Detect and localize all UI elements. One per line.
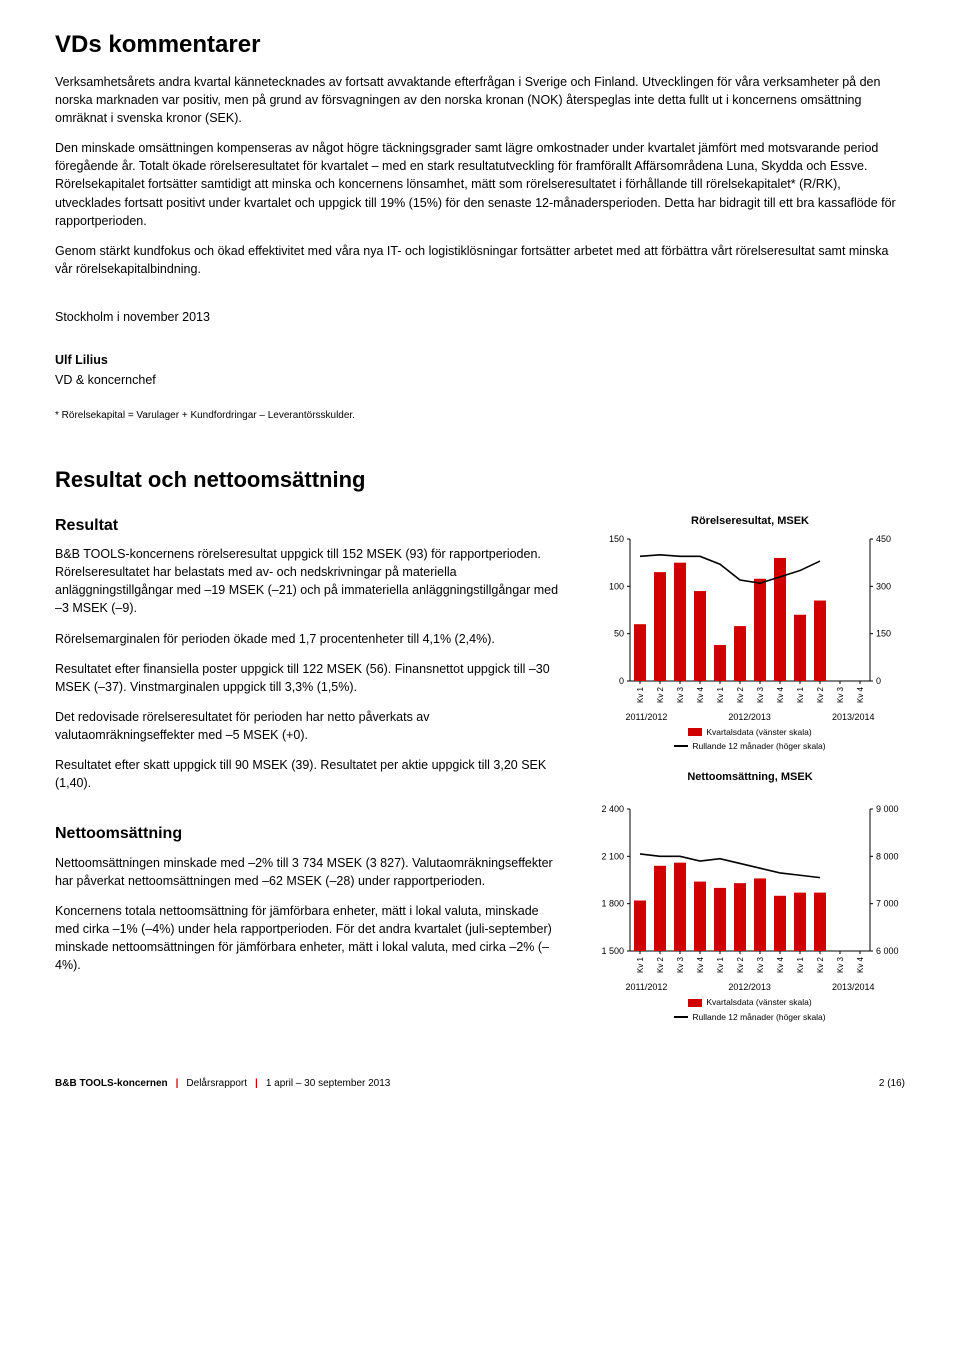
svg-text:2 100: 2 100 [601, 852, 624, 862]
resultat-p1: B&B TOOLS-koncernens rörelseresultat upp… [55, 545, 565, 618]
netto-p1: Nettoomsättningen minskade med –2% till … [55, 854, 565, 890]
svg-text:Kv 3: Kv 3 [836, 686, 845, 703]
svg-text:Kv 3: Kv 3 [756, 686, 765, 703]
chart2: 1 500 1 800 2 100 2 400 6 000 7 000 8 000 9 000… [595, 804, 905, 979]
chart1: 0 50 100 150 0 150 300 450 Kv 1 Kv 2 Kv 3 Kv 4 Kv 1 K… [595, 534, 905, 709]
svg-text:Kv 2: Kv 2 [816, 957, 825, 974]
svg-text:Kv 4: Kv 4 [696, 957, 705, 974]
footer-company: B&B TOOLS-koncernen [55, 1077, 168, 1092]
resultat-p2: Rörelsemarginalen för perioden ökade med… [55, 630, 565, 648]
resultat-p5: Resultatet efter skatt uppgick till 90 M… [55, 756, 565, 792]
chart1-title: Rörelseresultat, MSEK [595, 514, 905, 530]
svg-text:Kv 4: Kv 4 [776, 686, 785, 703]
intro-paragraph-3: Genom stärkt kundfokus och ökad effektiv… [55, 242, 905, 278]
svg-text:9 000: 9 000 [876, 804, 899, 814]
legend-bar-icon [688, 728, 702, 736]
svg-text:Kv 1: Kv 1 [796, 686, 805, 703]
svg-text:Kv 4: Kv 4 [776, 957, 785, 974]
svg-text:Kv 2: Kv 2 [656, 957, 665, 974]
svg-text:Kv 3: Kv 3 [756, 957, 765, 974]
netto-heading: Nettoomsättning [55, 822, 565, 845]
resultat-p3: Resultatet efter finansiella poster uppg… [55, 660, 565, 696]
svg-text:Kv 3: Kv 3 [676, 686, 685, 703]
footer-page: 2 (16) [879, 1077, 905, 1092]
footer-sep-1: | [176, 1077, 179, 1092]
svg-text:7 000: 7 000 [876, 899, 899, 909]
footer-period: 1 april – 30 september 2013 [266, 1077, 391, 1092]
svg-text:150: 150 [876, 628, 891, 638]
svg-text:0: 0 [876, 676, 881, 686]
section-heading: Resultat och nettoomsättning [55, 464, 905, 496]
svg-text:Kv 4: Kv 4 [856, 686, 865, 703]
intro-paragraph-1: Verksamhetsårets andra kvartal känneteck… [55, 73, 905, 127]
svg-text:Kv 1: Kv 1 [796, 957, 805, 974]
legend-line-icon [674, 1016, 688, 1018]
chart1-legend: Kvartalsdata (vänster skala) Rullande 12… [595, 726, 905, 753]
svg-text:6 000: 6 000 [876, 946, 899, 956]
svg-text:300: 300 [876, 581, 891, 591]
footnote: * Rörelsekapital = Varulager + Kundfordr… [55, 409, 905, 424]
resultat-heading: Resultat [55, 514, 565, 537]
netto-p2: Koncernens totala nettoomsättning för jä… [55, 902, 565, 975]
svg-text:Kv 4: Kv 4 [856, 957, 865, 974]
signer-title: VD & koncernchef [55, 371, 905, 389]
resultat-p4: Det redovisade rörelseresultatet för per… [55, 708, 565, 744]
svg-text:Kv 4: Kv 4 [696, 686, 705, 703]
svg-text:150: 150 [609, 534, 624, 544]
page-title: VDs kommentarer [55, 28, 905, 63]
footer-sep-2: | [255, 1077, 258, 1092]
svg-text:Kv 1: Kv 1 [716, 686, 725, 703]
svg-text:Kv 2: Kv 2 [736, 957, 745, 974]
svg-text:1 500: 1 500 [601, 946, 624, 956]
chart2-year-labels: 2011/2012 2012/2013 2013/2014 [595, 981, 905, 994]
legend-line-icon [674, 745, 688, 747]
svg-text:Kv 2: Kv 2 [736, 686, 745, 703]
legend-bar-icon [688, 999, 702, 1007]
chart1-year-labels: 2011/2012 2012/2013 2013/2014 [595, 711, 905, 724]
svg-text:0: 0 [619, 676, 624, 686]
svg-text:2 400: 2 400 [601, 804, 624, 814]
svg-text:Kv 3: Kv 3 [836, 957, 845, 974]
svg-text:Kv 1: Kv 1 [716, 957, 725, 974]
signer-name: Ulf Lilius [55, 351, 905, 369]
intro-paragraph-2: Den minskade omsättningen kompenseras av… [55, 139, 905, 230]
chart2-legend: Kvartalsdata (vänster skala) Rullande 12… [595, 996, 905, 1023]
svg-text:100: 100 [609, 581, 624, 591]
footer-report: Delårsrapport [186, 1077, 247, 1092]
svg-text:Kv 3: Kv 3 [676, 957, 685, 974]
dateline: Stockholm i november 2013 [55, 308, 905, 326]
svg-text:450: 450 [876, 534, 891, 544]
svg-text:1 800: 1 800 [601, 899, 624, 909]
svg-text:Kv 2: Kv 2 [656, 686, 665, 703]
svg-text:Kv 1: Kv 1 [636, 957, 645, 974]
chart2-title: Nettoomsättning, MSEK [595, 770, 905, 786]
svg-text:8 000: 8 000 [876, 852, 899, 862]
svg-text:Kv 2: Kv 2 [816, 686, 825, 703]
page-footer: B&B TOOLS-koncernen | Delårsrapport | 1 … [55, 1073, 905, 1092]
svg-text:50: 50 [614, 628, 624, 638]
svg-text:Kv 1: Kv 1 [636, 686, 645, 703]
